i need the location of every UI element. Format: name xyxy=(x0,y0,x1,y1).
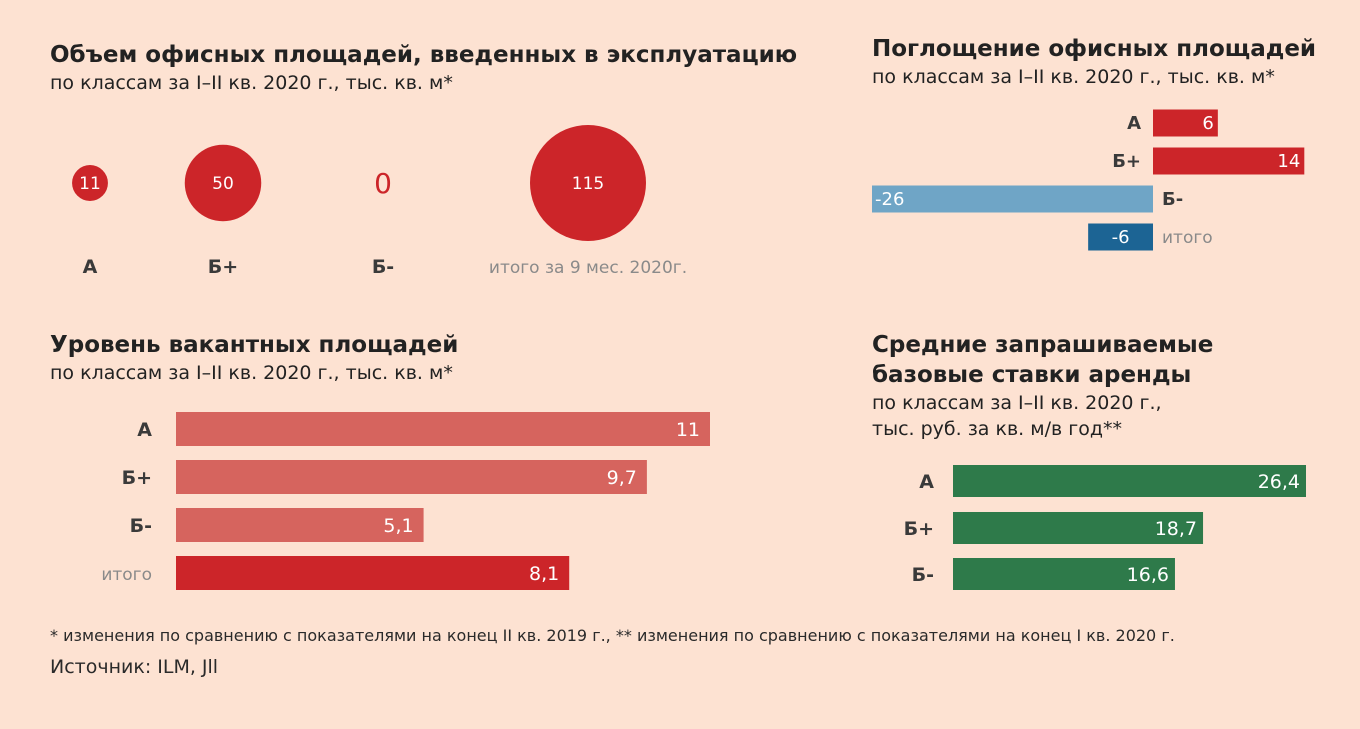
volume-panel: Объем офисных площадей, введенных в эксп… xyxy=(50,40,798,300)
absorption-value-label: -26 xyxy=(875,189,904,210)
rates-title-line2: базовые ставки аренды xyxy=(872,362,1192,388)
absorption-category-label: А xyxy=(1127,113,1141,134)
footnote: * изменения по сравнению с показателями … xyxy=(50,626,1175,645)
absorption-value-label: -6 xyxy=(1112,227,1130,248)
rates-category-label: Б- xyxy=(912,564,934,586)
volume-bubble xyxy=(72,165,108,201)
absorption-panel: Поглощение офисных площадей по классам з… xyxy=(872,34,1332,274)
vacancy-value-label: 9,7 xyxy=(607,467,637,489)
absorption-bar xyxy=(1153,147,1305,175)
vacancy-bar xyxy=(176,508,424,542)
rates-category-label: А xyxy=(919,471,934,493)
absorption-category-label: итого xyxy=(1162,228,1213,248)
rates-bar xyxy=(953,512,1204,544)
vacancy-bar-chart: 11 А 9,7 Б+ 5,1 Б- 8,1 итого xyxy=(101,412,710,590)
volume-value-label: 115 xyxy=(572,174,604,194)
vacancy-bar xyxy=(176,460,647,494)
volume-value-label: 11 xyxy=(79,174,101,194)
vacancy-value-label: 8,1 xyxy=(529,563,559,585)
absorption-bar xyxy=(872,185,1153,213)
vacancy-category-label: Б- xyxy=(130,515,152,537)
absorption-title: Поглощение офисных площадей xyxy=(872,36,1317,62)
rates-category-label: Б+ xyxy=(904,518,934,540)
volume-bubble xyxy=(184,144,262,222)
volume-value-label: 50 xyxy=(212,174,234,194)
rates-title-line1: Средние запрашиваемые xyxy=(872,332,1214,358)
vacancy-category-label: Б+ xyxy=(122,467,152,489)
rates-value-label: 26,4 xyxy=(1258,471,1300,493)
vacancy-panel: Уровень вакантных площадей по классам за… xyxy=(50,330,750,600)
volume-bubble-chart: 11 А 50 Б+ 0 Б- 115 итого за 9 мес. 2020г. xyxy=(72,125,687,278)
vacancy-title: Уровень вакантных площадей xyxy=(50,332,459,358)
absorption-bar-chart: 6 А 14 Б+ -26 Б- -6 итого xyxy=(872,109,1305,251)
vacancy-value-label: 11 xyxy=(676,419,700,441)
volume-subtitle: по классам за I–II кв. 2020 г., тыс. кв.… xyxy=(50,72,453,94)
rates-panel: Средние запрашиваемые базовые ставки аре… xyxy=(872,330,1332,600)
vacancy-category-label: итого xyxy=(101,565,152,585)
rates-value-label: 16,6 xyxy=(1127,564,1169,586)
absorption-value-label: 14 xyxy=(1277,151,1300,172)
absorption-subtitle: по классам за I–II кв. 2020 г., тыс. кв.… xyxy=(872,66,1275,88)
volume-title: Объем офисных площадей, введенных в эксп… xyxy=(50,42,798,68)
volume-bubble xyxy=(530,125,646,241)
absorption-value-label: 6 xyxy=(1202,113,1213,134)
absorption-category-label: Б+ xyxy=(1112,151,1141,172)
volume-category-label: Б- xyxy=(372,256,394,278)
rates-bar xyxy=(953,558,1175,590)
absorption-bar xyxy=(1088,223,1153,251)
vacancy-bar xyxy=(176,412,710,446)
absorption-category-label: Б- xyxy=(1162,189,1183,210)
vacancy-value-label: 5,1 xyxy=(383,515,413,537)
absorption-bar xyxy=(1153,109,1218,137)
volume-category-label: А xyxy=(83,256,98,278)
rates-value-label: 18,7 xyxy=(1155,518,1197,540)
rates-subtitle-line2: тыс. руб. за кв. м/в год** xyxy=(872,418,1122,440)
rates-bar xyxy=(953,465,1306,497)
vacancy-category-label: А xyxy=(137,419,152,441)
volume-category-label: итого за 9 мес. 2020г. xyxy=(489,258,687,278)
vacancy-subtitle: по классам за I–II кв. 2020 г., тыс. кв.… xyxy=(50,362,453,384)
vacancy-bar xyxy=(176,556,570,590)
volume-category-label: Б+ xyxy=(208,256,238,278)
source: Источник: ILM, Jll xyxy=(50,656,219,678)
rates-bar-chart: 26,4 А 18,7 Б+ 16,6 Б- xyxy=(904,465,1306,590)
volume-value-label: 0 xyxy=(374,167,392,200)
rates-subtitle-line1: по классам за I–II кв. 2020 г., xyxy=(872,392,1162,414)
